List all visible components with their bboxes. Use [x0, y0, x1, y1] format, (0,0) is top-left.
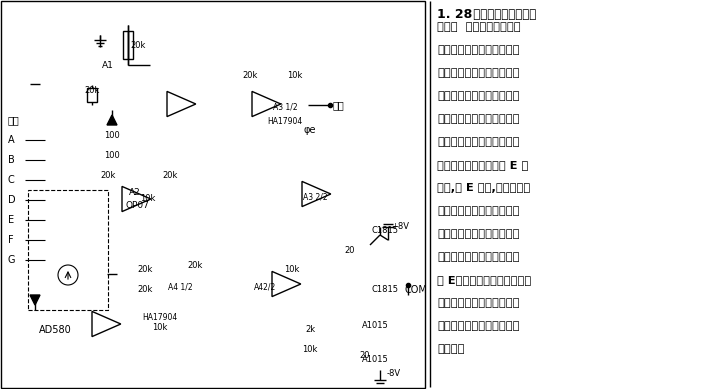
- Text: 但应变电阻电流过大，电片: 但应变电阻电流过大，电片: [437, 229, 520, 239]
- Text: HA17904: HA17904: [267, 116, 303, 126]
- Text: +8V: +8V: [391, 221, 409, 231]
- Text: A3 1/2: A3 1/2: [273, 102, 297, 112]
- Text: COM: COM: [405, 285, 428, 295]
- Bar: [28, 190, 108, 310]
- Text: G: G: [8, 255, 16, 265]
- Text: B: B: [8, 155, 15, 165]
- Text: 10k: 10k: [284, 266, 300, 275]
- Text: 10k: 10k: [152, 322, 168, 331]
- Text: 要包括电桥供电电路、电桥: 要包括电桥供电电路、电桥: [437, 114, 520, 124]
- Text: 20k: 20k: [242, 70, 258, 79]
- Text: C1815: C1815: [371, 286, 398, 294]
- Text: A3 2/2: A3 2/2: [303, 193, 327, 202]
- Text: D: D: [8, 195, 16, 205]
- Text: A1015: A1015: [361, 356, 388, 364]
- Text: A4 1/2: A4 1/2: [168, 282, 192, 291]
- Text: -8V: -8V: [387, 370, 401, 378]
- Text: 10k: 10k: [287, 70, 303, 79]
- Text: 20k: 20k: [137, 266, 153, 275]
- Text: 100: 100: [104, 151, 120, 159]
- Text: 10k: 10k: [141, 193, 156, 203]
- Text: 大增益。: 大增益。: [437, 344, 465, 354]
- Text: 平衡电路和放大电路。传感: 平衡电路和放大电路。传感: [437, 137, 520, 147]
- Text: A1015: A1015: [361, 321, 388, 329]
- Text: C1815: C1815: [371, 226, 398, 235]
- Text: 正比,若 E 变大,放大电路本: 正比,若 E 变大,放大电路本: [437, 183, 531, 193]
- Text: 20: 20: [360, 350, 371, 359]
- Text: 1. 28: 1. 28: [437, 8, 472, 21]
- Polygon shape: [30, 295, 40, 305]
- Text: φe: φe: [303, 125, 316, 135]
- Text: 20k: 20k: [84, 86, 100, 95]
- Text: C: C: [8, 175, 15, 185]
- Text: 20k: 20k: [100, 170, 116, 179]
- Text: 2k: 2k: [305, 326, 315, 335]
- Text: 100: 100: [104, 130, 120, 140]
- Text: AD580: AD580: [39, 325, 71, 335]
- Text: 身的漂移和噪声相对变小，: 身的漂移和噪声相对变小，: [437, 206, 520, 216]
- Text: 换器进行计测和控制，电桥: 换器进行计测和控制，电桥: [437, 45, 520, 55]
- Text: A2: A2: [129, 187, 141, 196]
- Text: 本身发热增大。故应适当选: 本身发热增大。故应适当选: [437, 252, 520, 262]
- Text: 调节器进行处理。调节器主: 调节器进行处理。调节器主: [437, 91, 520, 101]
- Text: A: A: [8, 135, 14, 145]
- Text: 级和零位调整电路的漂移影: 级和零位调整电路的漂移影: [437, 298, 520, 308]
- Text: 输出: 输出: [332, 100, 344, 110]
- Text: 节电路  采用应变式压力变: 节电路 采用应变式压力变: [437, 22, 521, 32]
- Text: OP07: OP07: [125, 200, 149, 210]
- Text: 10k: 10k: [302, 345, 318, 354]
- Bar: [87, 88, 97, 102]
- Text: 的输出电压为毫伏级，需要: 的输出电压为毫伏级，需要: [437, 68, 520, 78]
- Text: HA17904: HA17904: [142, 312, 178, 321]
- Text: 输入: 输入: [8, 115, 20, 125]
- Text: 20: 20: [345, 245, 356, 254]
- Text: F: F: [8, 235, 14, 245]
- Text: 响变小，则应使初级分担较: 响变小，则应使初级分担较: [437, 321, 520, 331]
- Bar: [1, 1, 425, 388]
- Text: 20k: 20k: [162, 170, 178, 179]
- Text: 择 E。放大电路中，为使输出: 择 E。放大电路中，为使输出: [437, 275, 531, 285]
- Text: A1: A1: [102, 61, 114, 70]
- Text: E: E: [8, 215, 14, 225]
- Text: 20k: 20k: [131, 40, 146, 49]
- Text: 器输出电压与电桥电压 E 成: 器输出电压与电桥电压 E 成: [437, 160, 528, 170]
- Text: A42/2: A42/2: [254, 282, 276, 291]
- Polygon shape: [107, 115, 117, 125]
- Text: 20k: 20k: [187, 261, 203, 270]
- Text: 20k: 20k: [137, 286, 153, 294]
- Bar: [123, 31, 133, 59]
- Text: 应变式压力传感器调: 应变式压力传感器调: [465, 8, 536, 21]
